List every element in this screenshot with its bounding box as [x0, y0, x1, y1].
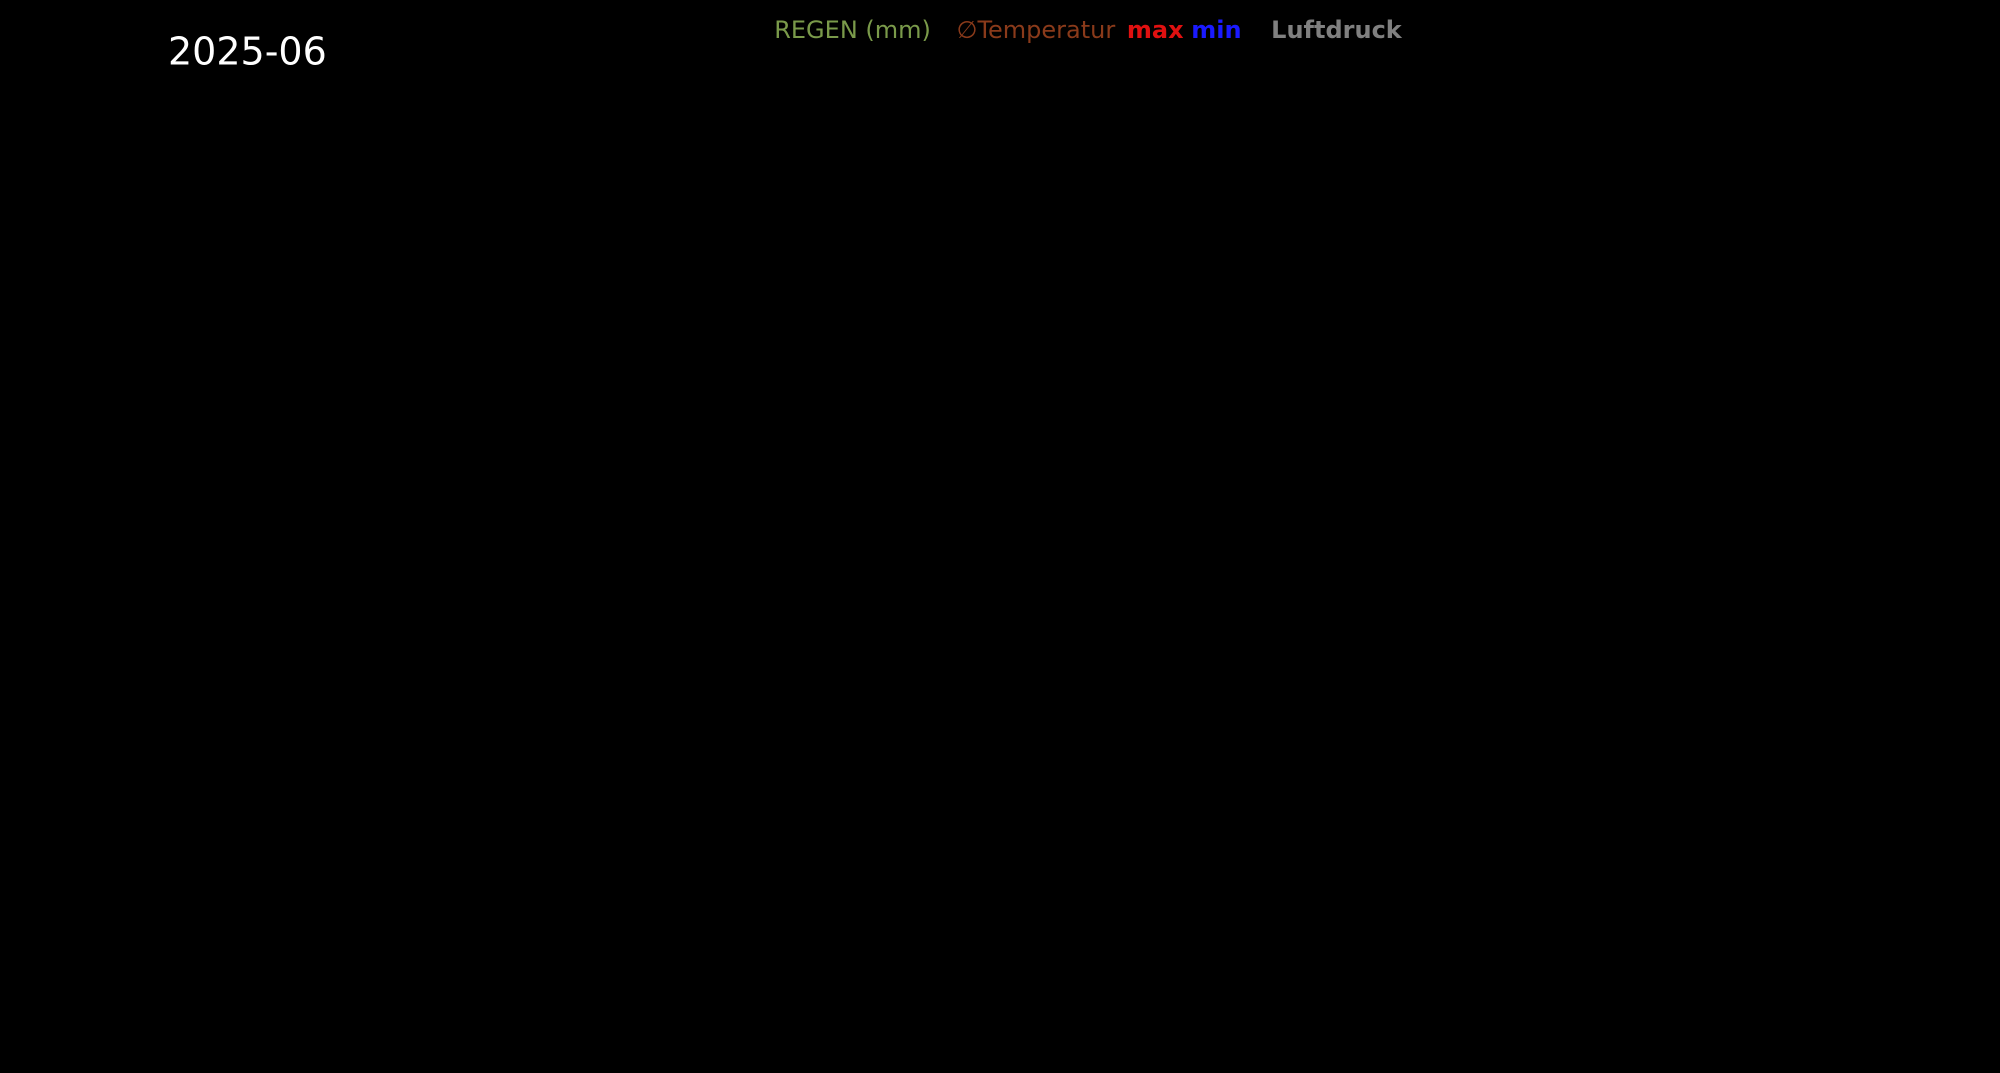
legend-avg: ∅Temperatur [957, 16, 1116, 44]
legend-max: max [1127, 16, 1184, 44]
legend: REGEN (mm) ∅Temperatur max min Luftdruck [774, 16, 1403, 44]
chart-title: 2025-06 [168, 30, 327, 74]
legend-rain: REGEN (mm) [774, 16, 931, 44]
legend-min: min [1191, 16, 1241, 44]
legend-pressure: Luftdruck [1271, 16, 1403, 44]
